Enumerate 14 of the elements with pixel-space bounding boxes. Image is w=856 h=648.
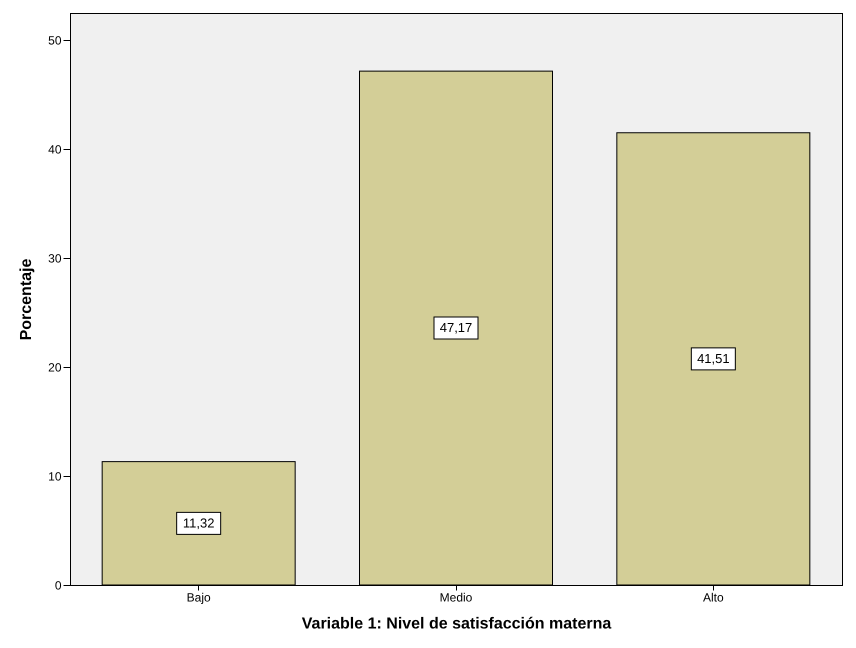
data-label: 11,32 xyxy=(182,515,214,530)
y-axis-title: Porcentaje xyxy=(18,258,36,340)
x-tick-label: Medio xyxy=(440,590,473,604)
y-tick-label: 50 xyxy=(48,34,62,48)
x-tick-label: Alto xyxy=(702,590,724,604)
y-tick-label: 0 xyxy=(54,578,62,592)
y-tick-label: 40 xyxy=(48,142,62,157)
y-tick-label: 20 xyxy=(48,360,62,375)
x-axis-title: Variable 1: Nivel de satisfacción materna xyxy=(302,616,612,632)
x-tick-label: Bajo xyxy=(186,590,211,604)
data-label: 41,51 xyxy=(697,350,730,366)
y-tick-label: 10 xyxy=(48,470,62,484)
data-label: 47,17 xyxy=(440,320,472,336)
y-tick-label: 30 xyxy=(48,252,62,266)
